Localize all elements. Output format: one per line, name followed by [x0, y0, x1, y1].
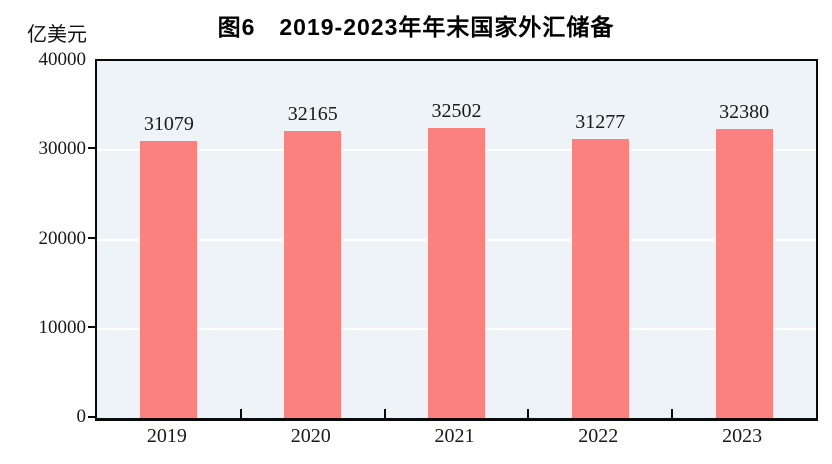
plot-area: 31079 32165 32502 31277 32380 — [95, 59, 818, 421]
y-axis-tick — [88, 416, 96, 418]
bar-value-label: 31277 — [575, 110, 626, 133]
y-tick-label: 30000 — [38, 138, 87, 160]
bar-2023 — [715, 129, 773, 418]
x-axis-tick — [383, 409, 386, 418]
y-axis-tick — [88, 325, 96, 328]
bar-2022 — [571, 138, 629, 418]
bar-2021 — [428, 127, 485, 418]
x-tick-label-2021: 2021 — [434, 425, 475, 447]
x-tick-label-2023: 2023 — [722, 425, 763, 447]
bar-2020 — [284, 130, 342, 418]
y-axis-unit-label: 亿美元 — [27, 24, 87, 46]
y-tick-label: 0 — [76, 406, 87, 427]
y-tick-label: 40000 — [38, 49, 87, 70]
x-axis-tick — [527, 409, 530, 418]
bar-value-label: 32380 — [719, 101, 770, 123]
chart-title: 图6 2019-2023年年末国家外汇储备 — [217, 14, 615, 40]
x-tick-label-2020: 2020 — [290, 425, 331, 447]
x-tick-label-2022: 2022 — [578, 425, 619, 447]
y-axis-tick — [88, 236, 96, 239]
bar-value-label: 32165 — [287, 102, 338, 125]
bar-2019 — [140, 140, 198, 418]
x-tick-label-2019: 2019 — [146, 425, 187, 447]
y-tick-label: 20000 — [38, 227, 87, 249]
bar-value-label: 32502 — [431, 99, 482, 122]
bar-value-label: 31079 — [143, 112, 194, 135]
x-axis-tick — [671, 409, 674, 418]
y-tick-label: 10000 — [38, 316, 87, 338]
y-axis-tick — [88, 147, 96, 150]
x-axis-tick — [239, 409, 242, 418]
